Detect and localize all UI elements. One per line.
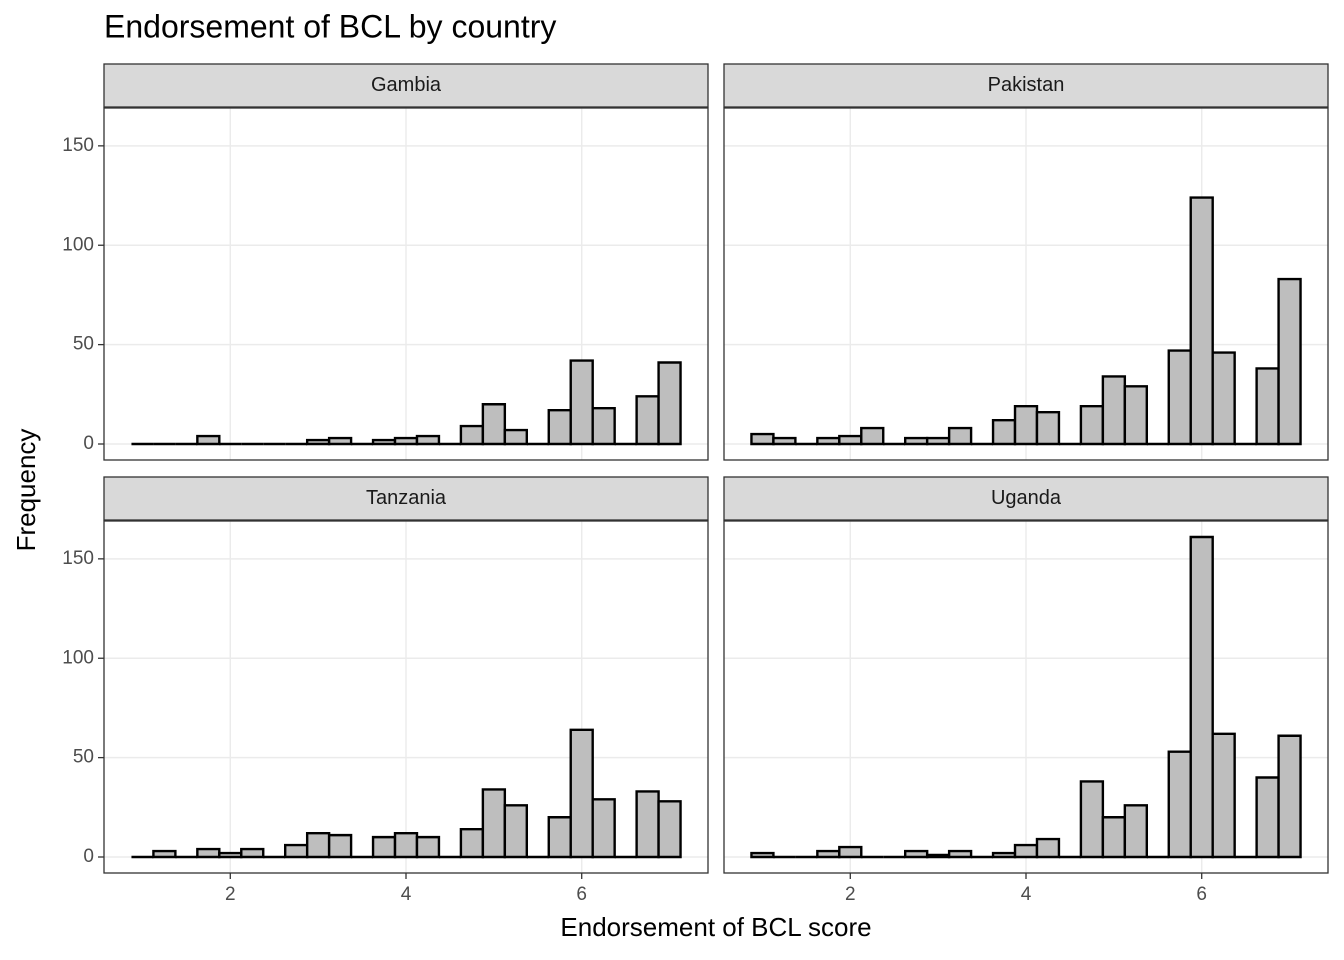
strip-label: Pakistan [988, 74, 1065, 96]
bar [860, 426, 885, 446]
bar [371, 438, 397, 446]
bar [635, 395, 660, 446]
bar [459, 827, 485, 859]
bar [1167, 349, 1192, 446]
x-axis-title: Endorsement of BCL score [560, 912, 871, 942]
bar [305, 831, 331, 859]
bar [1211, 732, 1236, 859]
bar [657, 361, 682, 446]
bar [305, 438, 331, 446]
bar [393, 831, 419, 859]
strip-label: Tanzania [366, 487, 447, 509]
bar [947, 849, 973, 859]
bar [904, 849, 929, 859]
y-tick-label: 150 [62, 135, 94, 156]
bar [481, 788, 507, 859]
y-axis-title: Frequency [11, 429, 41, 552]
panel-border [723, 107, 1329, 461]
bar [925, 853, 951, 859]
y-tick-label: 50 [73, 334, 94, 355]
bar [1189, 196, 1214, 446]
bar [838, 845, 863, 859]
chart-title: Endorsement of BCL by country [104, 8, 556, 44]
panel-border [103, 107, 709, 461]
bar [1035, 410, 1061, 446]
bar [635, 790, 660, 859]
bar [503, 804, 528, 859]
x-tick-label: 6 [576, 884, 587, 905]
x-tick-label: 2 [225, 884, 236, 905]
x-tick-label: 4 [1021, 884, 1032, 905]
bar [1013, 405, 1039, 446]
x-tick-label: 6 [1196, 884, 1207, 905]
bar [393, 436, 419, 446]
bar [327, 436, 353, 446]
bar [1277, 734, 1302, 859]
bar [1255, 367, 1280, 446]
x-tick-label: 4 [401, 884, 412, 905]
bar [838, 434, 863, 446]
bar [569, 728, 594, 859]
bar [569, 359, 594, 446]
bar [547, 816, 572, 859]
bar [547, 409, 572, 446]
bar [1255, 776, 1280, 859]
bar [1013, 843, 1039, 859]
bar [991, 418, 1017, 446]
bar [750, 851, 775, 859]
bar [1079, 405, 1105, 446]
y-tick-label: 100 [62, 647, 94, 668]
strip [103, 63, 709, 108]
bar [925, 436, 951, 446]
bar [816, 436, 841, 446]
y-tick-label: 150 [62, 548, 94, 569]
bar [772, 436, 797, 446]
bar [1189, 535, 1214, 859]
bar [218, 851, 243, 859]
bar [1167, 750, 1192, 859]
bar [196, 847, 221, 859]
bar [750, 432, 775, 446]
bar [1079, 780, 1105, 859]
bar [1123, 804, 1148, 859]
bar [1035, 837, 1061, 859]
y-tick-label: 100 [62, 234, 94, 255]
y-tick-label: 0 [83, 433, 94, 454]
bar [1101, 816, 1127, 859]
bar [904, 436, 929, 446]
strip [103, 476, 709, 521]
bar [240, 847, 265, 859]
strip-label: Gambia [371, 74, 442, 96]
bar [415, 434, 441, 446]
bar [1101, 375, 1127, 446]
strip-label: Uganda [991, 487, 1062, 509]
strip [723, 476, 1329, 521]
bar [657, 800, 682, 859]
bar [284, 843, 309, 859]
bar [1211, 351, 1236, 446]
strip [723, 63, 1329, 108]
bar [503, 428, 528, 446]
bar [991, 851, 1017, 859]
y-tick-label: 50 [73, 747, 94, 768]
bar [591, 407, 616, 446]
x-tick-label: 2 [845, 884, 856, 905]
bar [152, 849, 177, 859]
bar [371, 835, 397, 859]
bar [196, 434, 221, 446]
bar [481, 403, 507, 446]
y-tick-label: 0 [83, 846, 94, 867]
bar [816, 849, 841, 859]
bar [1277, 277, 1302, 446]
bar [327, 833, 353, 859]
bar [1123, 385, 1148, 446]
bar [947, 426, 973, 446]
bar [459, 424, 485, 446]
bar [591, 798, 616, 859]
bar [415, 835, 441, 859]
